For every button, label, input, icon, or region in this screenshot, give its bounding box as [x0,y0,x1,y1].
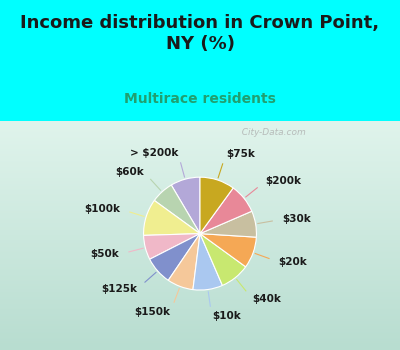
Text: $50k: $50k [90,250,119,259]
Text: City-Data.com: City-Data.com [236,127,306,136]
Wedge shape [144,234,200,259]
Wedge shape [200,234,246,285]
Text: $125k: $125k [101,284,137,294]
Text: $75k: $75k [226,149,255,159]
Wedge shape [200,211,256,237]
Wedge shape [171,177,200,234]
Wedge shape [150,234,200,280]
Text: Multirace residents: Multirace residents [124,92,276,106]
Text: Income distribution in Crown Point,
NY (%): Income distribution in Crown Point, NY (… [20,14,380,53]
Text: $100k: $100k [84,204,120,214]
Wedge shape [154,185,200,234]
Wedge shape [144,201,200,236]
Wedge shape [193,234,222,290]
Text: $30k: $30k [282,214,311,224]
Text: > $200k: > $200k [130,148,178,158]
Text: $200k: $200k [265,176,301,187]
Wedge shape [200,177,233,234]
Wedge shape [200,234,256,267]
Text: $60k: $60k [115,167,144,177]
Wedge shape [168,234,200,289]
Text: $10k: $10k [212,311,240,321]
Text: $40k: $40k [252,294,281,304]
Text: $150k: $150k [134,307,170,317]
Text: $20k: $20k [278,257,307,267]
Wedge shape [200,188,252,234]
